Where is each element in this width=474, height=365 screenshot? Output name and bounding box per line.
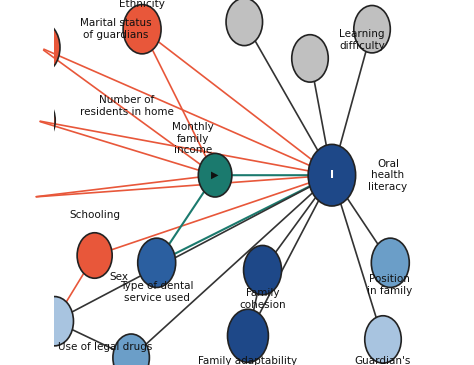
Text: Sex: Sex — [109, 272, 128, 283]
Ellipse shape — [123, 4, 161, 54]
Ellipse shape — [77, 233, 112, 278]
Text: I: I — [330, 170, 334, 180]
Ellipse shape — [17, 96, 55, 145]
Text: Type of dental
service used: Type of dental service used — [120, 281, 193, 303]
Ellipse shape — [354, 5, 390, 53]
Text: Family adaptability: Family adaptability — [199, 356, 298, 365]
Text: Family
cohesion: Family cohesion — [239, 288, 286, 310]
Ellipse shape — [365, 316, 401, 363]
Text: Schooling: Schooling — [69, 210, 120, 220]
Text: Ethnicity: Ethnicity — [119, 0, 165, 9]
Text: Position
in family: Position in family — [367, 274, 412, 296]
Ellipse shape — [226, 0, 263, 46]
Text: Monthly
family
income: Monthly family income — [173, 122, 214, 155]
Ellipse shape — [198, 153, 232, 197]
Ellipse shape — [113, 334, 149, 365]
Ellipse shape — [244, 245, 282, 295]
Text: Guardian's: Guardian's — [355, 356, 411, 365]
Ellipse shape — [138, 238, 176, 288]
Text: ▶: ▶ — [211, 170, 219, 180]
Text: Oral
health
literacy: Oral health literacy — [368, 159, 408, 192]
Text: Marital status
of guardians: Marital status of guardians — [80, 18, 152, 40]
Ellipse shape — [15, 174, 50, 220]
Ellipse shape — [371, 238, 409, 288]
Text: Learning
difficulty: Learning difficulty — [339, 29, 385, 51]
Ellipse shape — [36, 296, 73, 346]
Ellipse shape — [228, 309, 268, 362]
Ellipse shape — [308, 145, 356, 206]
Text: Use of legal drugs: Use of legal drugs — [58, 342, 153, 352]
Ellipse shape — [292, 35, 328, 82]
Text: Number of
residents in home: Number of residents in home — [80, 95, 174, 117]
Ellipse shape — [20, 22, 60, 73]
